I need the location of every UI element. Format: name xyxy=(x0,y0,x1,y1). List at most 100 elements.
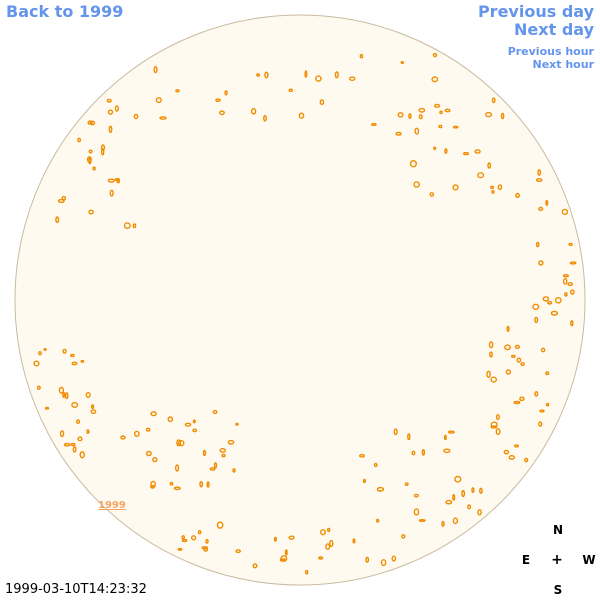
feature-contour xyxy=(305,569,309,575)
feature-contour xyxy=(315,75,322,82)
feature-contour xyxy=(545,199,549,206)
feature-contour xyxy=(467,504,472,510)
feature-contour xyxy=(264,71,269,79)
feature-contour xyxy=(561,208,569,215)
feature-contour xyxy=(123,222,131,230)
feature-contour xyxy=(212,409,218,415)
feature-contour xyxy=(491,189,495,194)
feature-contour xyxy=(535,178,543,183)
feature-contour xyxy=(418,107,426,113)
feature-contour xyxy=(318,556,324,560)
compass-north: N xyxy=(552,523,564,537)
feature-contour xyxy=(88,209,94,215)
feature-contour xyxy=(206,481,210,488)
feature-contour xyxy=(325,543,331,550)
feature-contour xyxy=(452,184,459,191)
feature-contour xyxy=(497,184,503,191)
feature-contour xyxy=(173,486,181,491)
feature-contour xyxy=(569,261,577,265)
feature-contour xyxy=(438,124,443,129)
feature-contour xyxy=(80,359,85,363)
feature-contour xyxy=(348,76,356,81)
compass-south: S xyxy=(553,583,563,597)
feature-contour xyxy=(429,192,435,197)
feature-contour xyxy=(43,348,47,352)
previous-hour-link[interactable]: Previous hour xyxy=(507,45,594,58)
feature-contour xyxy=(219,447,227,453)
feature-contour xyxy=(36,385,41,390)
feature-contour xyxy=(205,539,209,544)
year-marker-link[interactable]: 1999 xyxy=(98,500,126,511)
feature-contour xyxy=(490,376,498,383)
feature-contour xyxy=(505,369,512,375)
feature-contour xyxy=(538,421,543,427)
feature-contour xyxy=(408,113,412,119)
feature-contour xyxy=(152,457,158,463)
feature-contour xyxy=(564,292,568,297)
feature-contour xyxy=(491,97,496,104)
feature-contour xyxy=(159,116,167,120)
feature-contour xyxy=(319,99,325,106)
feature-contour xyxy=(79,451,85,459)
feature-contour xyxy=(400,61,405,65)
feature-contour xyxy=(197,530,202,535)
feature-contour xyxy=(539,409,545,413)
observation-timestamp: 1999-03-10T14:23:32 xyxy=(5,582,147,597)
feature-contour xyxy=(89,120,96,126)
feature-contour xyxy=(554,296,562,304)
feature-contour xyxy=(100,148,105,156)
previous-day-link[interactable]: Previous day xyxy=(477,2,594,21)
feature-contour xyxy=(70,442,76,447)
feature-contour xyxy=(92,166,96,171)
feature-contour xyxy=(90,409,97,414)
feature-contour xyxy=(62,348,67,354)
feature-contour xyxy=(88,149,93,154)
feature-contour xyxy=(514,444,520,448)
feature-contour xyxy=(298,112,305,119)
feature-contour xyxy=(503,449,510,455)
feature-contour xyxy=(393,428,398,436)
feature-contour xyxy=(85,391,91,398)
feature-contour xyxy=(284,549,288,556)
feature-contour xyxy=(224,90,228,96)
feature-contour xyxy=(391,555,397,562)
feature-contour xyxy=(535,241,540,248)
feature-contour xyxy=(452,125,459,129)
feature-contour xyxy=(401,534,406,539)
next-day-link[interactable]: Next day xyxy=(514,20,594,39)
feature-contour xyxy=(279,558,287,562)
feature-contour xyxy=(235,422,239,426)
feature-contour xyxy=(132,223,137,229)
feature-contour xyxy=(411,450,416,456)
back-to-year-link[interactable]: Back to 1999 xyxy=(6,2,124,21)
feature-contour xyxy=(538,206,544,211)
feature-contour xyxy=(145,427,151,432)
feature-contour xyxy=(567,282,574,287)
feature-contour xyxy=(485,111,493,118)
feature-contour xyxy=(38,351,42,356)
feature-contour xyxy=(109,189,114,197)
feature-contour xyxy=(510,354,516,358)
feature-contour xyxy=(181,535,185,540)
feature-contour xyxy=(155,97,162,104)
feature-contour xyxy=(365,556,370,563)
feature-contour xyxy=(433,103,441,108)
feature-contour xyxy=(444,148,448,154)
feature-contour xyxy=(133,113,139,120)
feature-contour xyxy=(545,371,550,376)
feature-contour xyxy=(418,519,426,523)
feature-contour xyxy=(107,109,114,115)
feature-contour xyxy=(192,428,198,433)
feature-contour xyxy=(447,430,455,434)
feature-contour xyxy=(490,421,498,428)
feature-contour xyxy=(520,362,525,367)
feature-contour xyxy=(421,448,426,456)
feature-contour xyxy=(395,131,402,136)
feature-contour xyxy=(58,386,65,394)
feature-contour xyxy=(562,277,568,285)
feature-contour xyxy=(490,185,495,190)
next-hour-link[interactable]: Next hour xyxy=(532,58,595,71)
feature-contour xyxy=(534,316,539,324)
feature-contour xyxy=(471,487,475,493)
